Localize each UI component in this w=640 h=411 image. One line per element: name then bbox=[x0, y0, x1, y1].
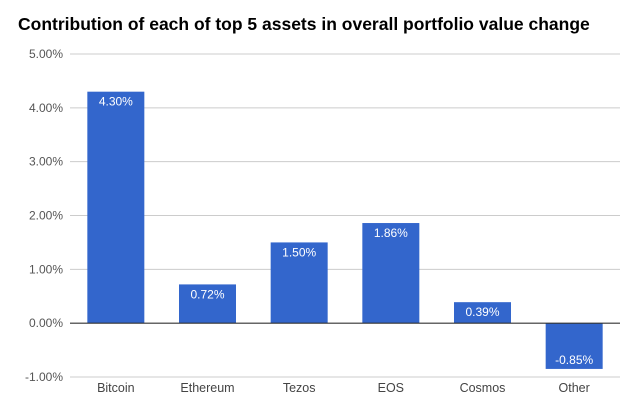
x-tick-label: Ethereum bbox=[180, 381, 234, 395]
bar-eos bbox=[362, 223, 420, 324]
data-label: 1.86% bbox=[374, 226, 408, 240]
data-label: 4.30% bbox=[99, 95, 133, 109]
x-tick-label: Bitcoin bbox=[97, 381, 135, 395]
bar-other bbox=[545, 323, 603, 369]
data-label: 0.72% bbox=[190, 287, 224, 301]
data-label: 1.50% bbox=[282, 245, 316, 259]
bar-bitcoin bbox=[87, 91, 145, 324]
x-axis-categories: Bitcoin Ethereum Tezos EOS Cosmos Other bbox=[97, 381, 590, 395]
bars bbox=[87, 91, 603, 369]
gridlines bbox=[70, 53, 620, 378]
chart-title: Contribution of each of top 5 assets in … bbox=[18, 14, 590, 34]
y-tick-label: 3.00% bbox=[29, 155, 63, 169]
y-tick-label: 2.00% bbox=[29, 209, 63, 223]
bar-tezos bbox=[270, 242, 328, 324]
y-tick-label: 0.00% bbox=[29, 316, 63, 330]
data-labels: 4.30% 0.72% 1.50% 1.86% 0.39% -0.85% bbox=[99, 95, 594, 367]
y-tick-label: 1.00% bbox=[29, 262, 63, 276]
x-tick-label: EOS bbox=[378, 381, 404, 395]
data-label: -0.85% bbox=[555, 353, 593, 367]
data-label: 0.39% bbox=[465, 305, 499, 319]
y-axis-ticks: -1.00% 0.00% 1.00% 2.00% 3.00% 4.00% 5.00% bbox=[25, 47, 63, 384]
x-tick-label: Other bbox=[559, 381, 590, 395]
y-tick-label: 4.00% bbox=[29, 101, 63, 115]
y-tick-label: 5.00% bbox=[29, 47, 63, 61]
bar-ethereum bbox=[179, 284, 236, 324]
bar-cosmos bbox=[454, 302, 511, 324]
y-tick-label: -1.00% bbox=[25, 370, 63, 384]
x-tick-label: Tezos bbox=[283, 381, 316, 395]
x-tick-label: Cosmos bbox=[460, 381, 506, 395]
